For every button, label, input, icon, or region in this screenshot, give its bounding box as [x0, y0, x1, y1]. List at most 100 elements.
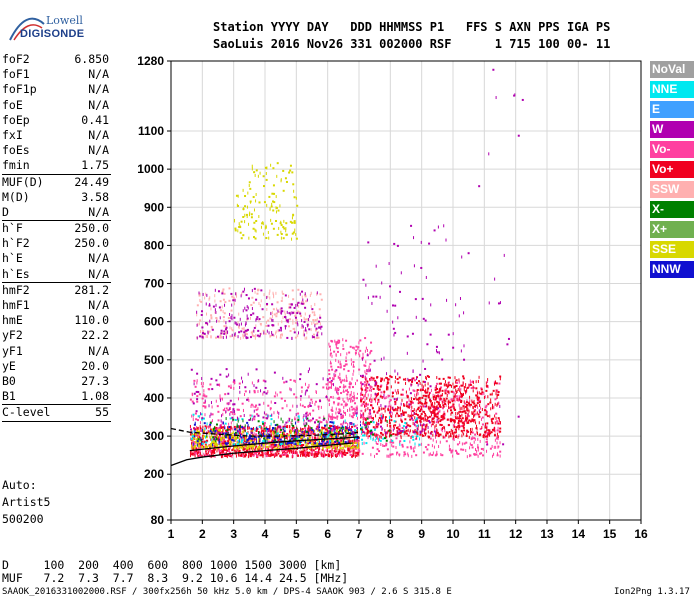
echo-point [371, 446, 374, 449]
echo-point [394, 424, 397, 427]
echo-point [314, 324, 316, 328]
echo-point [450, 418, 453, 421]
echo-point [423, 418, 425, 422]
echo-point [244, 455, 247, 458]
echo-point [376, 433, 378, 437]
echo-point [339, 452, 342, 455]
echo-point [209, 428, 211, 432]
echo-point [314, 400, 317, 403]
echo-point [443, 425, 445, 429]
echo-point [453, 385, 455, 389]
echo-point [289, 450, 291, 454]
echo-point [192, 413, 195, 416]
y-tick-label: 200 [144, 467, 164, 481]
echo-point [427, 375, 430, 378]
echo-point [486, 431, 489, 434]
echo-point [335, 446, 337, 450]
echo-point [383, 397, 386, 400]
echo-point [266, 296, 268, 300]
echo-point [465, 418, 468, 421]
echo-point [425, 377, 427, 381]
echo-point [241, 292, 243, 296]
echo-point [472, 389, 474, 393]
echo-point [410, 383, 412, 387]
echo-point [247, 451, 249, 455]
echo-point [352, 363, 354, 367]
echo-point [329, 353, 331, 357]
echo-point [343, 405, 345, 409]
echo-point [301, 319, 303, 323]
echo-point [424, 432, 427, 435]
echo-point [205, 453, 208, 456]
echo-point [211, 327, 213, 331]
echo-point [465, 383, 467, 387]
echo-point [271, 454, 274, 457]
echo-point [475, 453, 478, 456]
echo-point [397, 316, 399, 320]
echo-point [328, 427, 331, 430]
echo-point [332, 428, 335, 431]
echo-point [456, 443, 459, 446]
echo-point [324, 426, 326, 430]
echo-point [203, 435, 205, 439]
echo-point [494, 429, 496, 433]
echo-point [256, 428, 259, 431]
echo-point [271, 200, 274, 203]
echo-point [415, 315, 417, 319]
echo-point [201, 417, 204, 420]
echo-point [223, 319, 225, 323]
echo-point [479, 399, 482, 402]
echo-point [320, 405, 322, 409]
echo-point [276, 162, 279, 165]
echo-point [455, 380, 457, 384]
echo-point [328, 399, 331, 402]
echo-point [225, 324, 227, 328]
echo-point [365, 402, 367, 406]
echo-point [343, 411, 346, 414]
echo-point [197, 433, 200, 436]
echo-point [431, 453, 434, 456]
echo-point [201, 443, 203, 447]
echo-point [344, 419, 346, 423]
echo-point [447, 333, 450, 336]
echo-point [231, 449, 234, 452]
echo-point [302, 443, 305, 446]
echo-point [364, 425, 366, 429]
echo-point [194, 441, 197, 444]
echo-point [271, 439, 274, 442]
echo-point [277, 310, 280, 313]
echo-point [220, 455, 222, 459]
echo-point [373, 410, 375, 414]
echo-point [196, 395, 199, 398]
echo-point [276, 450, 279, 453]
echo-point [225, 430, 227, 434]
echo-point [362, 278, 365, 281]
echo-point [315, 427, 318, 430]
echo-point [453, 431, 456, 434]
echo-point [414, 422, 416, 426]
echo-point [303, 434, 305, 438]
echo-point [336, 415, 339, 418]
echo-point [201, 377, 203, 381]
echo-point [208, 432, 210, 436]
echo-point [230, 384, 232, 388]
echo-point [432, 438, 434, 442]
echo-point [347, 440, 349, 444]
echo-point [201, 334, 204, 337]
echo-point [392, 327, 395, 330]
echo-point [417, 420, 419, 424]
echo-point [417, 402, 420, 405]
echo-point [388, 394, 391, 397]
echo-point [386, 431, 388, 435]
echo-point [349, 382, 352, 385]
echo-point [209, 421, 212, 424]
echo-point [376, 376, 379, 379]
echo-point [431, 413, 433, 417]
echo-point [485, 409, 487, 413]
echo-point [250, 431, 253, 434]
echo-point [431, 444, 433, 448]
echo-point [310, 419, 313, 422]
echo-point [261, 454, 264, 457]
echo-point [419, 389, 422, 392]
echo-point [268, 442, 271, 445]
